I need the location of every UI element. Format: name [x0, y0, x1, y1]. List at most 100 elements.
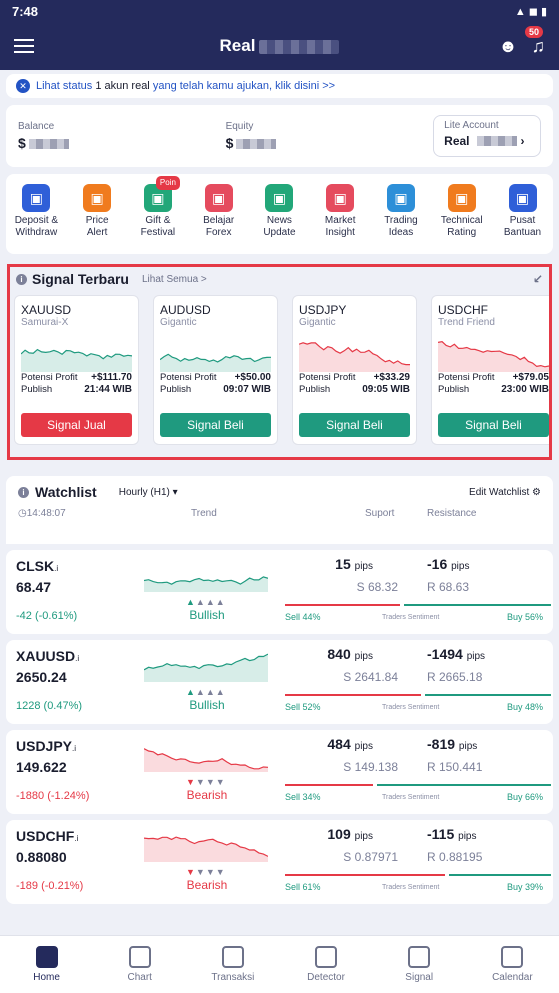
sparkline-chart	[438, 341, 549, 372]
menu-item-5[interactable]: ▣ Market Insight	[312, 184, 368, 239]
signal-strategy: Trend Friend	[438, 317, 495, 328]
resistance-pips: -1494 pips	[427, 646, 486, 662]
menu-item-1[interactable]: ▣ Price Alert	[69, 184, 125, 239]
support-value: S 149.138	[343, 760, 398, 774]
buy-sentiment: Buy 39%	[506, 882, 543, 892]
sentiment-label: Traders Sentiment	[382, 704, 440, 711]
watch-symbol: XAUUSD.i	[16, 648, 80, 664]
signal-card[interactable]: USDCHF Trend Friend Potensi Profit +$79.0…	[431, 295, 549, 445]
watchlist-row[interactable]: XAUUSD.i 2650.24 1228 (0.47%) ▲▲▲▲ Bulli…	[6, 640, 553, 724]
info-icon[interactable]: i	[18, 486, 29, 498]
watch-symbol: USDCHF.i	[16, 828, 79, 844]
collapse-icon[interactable]: ↙	[532, 272, 543, 286]
menu-item-2[interactable]: ▣ Poin Gift & Festival	[130, 176, 186, 239]
menu-item-7[interactable]: ▣ Technical Rating	[434, 184, 490, 239]
alert-icon: ▣	[83, 184, 112, 212]
menu-item-0[interactable]: ▣ Deposit & Withdraw	[8, 184, 64, 239]
edit-watchlist-button[interactable]: Edit Watchlist ⚙	[469, 486, 541, 498]
profile-icon[interactable]: ☻	[498, 35, 518, 56]
watch-change: -42 (-0.61%)	[16, 610, 78, 622]
support-value: S 0.87971	[343, 850, 398, 864]
menu-item-6[interactable]: ▣ Trading Ideas	[373, 184, 429, 239]
nav-calendar[interactable]: Calendar	[477, 936, 547, 993]
support-pips: 15 pips	[335, 556, 373, 572]
signal-card[interactable]: AUDUSD Gigantic Potensi Profit +$50.00 Pu…	[153, 295, 278, 445]
bottom-nav: Home Chart Transaksi Detector Signal Calendar	[0, 935, 559, 993]
resistance-value: R 0.88195	[427, 850, 483, 864]
col-resistance: Resistance	[427, 508, 477, 519]
resistance-pips: -819 pips	[427, 736, 478, 752]
menu-icon[interactable]	[14, 39, 34, 53]
balance-value: $	[18, 135, 226, 151]
watch-change: -1880 (-1.24%)	[16, 790, 90, 802]
equity-label: Equity	[225, 121, 254, 132]
resistance-value: R 68.63	[427, 580, 470, 594]
quick-menu: ▣ Deposit & Withdraw ▣ Price Alert ▣ Poin Gift &…	[6, 174, 553, 254]
sentiment-label: Traders Sentiment	[382, 794, 440, 801]
watchlist-title: Watchlist	[35, 484, 97, 500]
watchlist-row[interactable]: USDCHF.i 0.88080 -189 (-0.21%) ▼▼▼▼ Bear…	[6, 820, 553, 904]
resistance-pips: -115 pips	[427, 826, 477, 842]
trend-label: Bullish	[189, 698, 225, 712]
watchlist-row[interactable]: USDJPY.i 149.622 -1880 (-1.24%) ▼▼▼▼ Bea…	[6, 730, 553, 814]
sparkline-chart	[143, 653, 269, 682]
signal-buy-button[interactable]: Signal Beli	[299, 413, 410, 437]
menu-item-4[interactable]: ▣ News Update	[251, 184, 307, 239]
signal-publish: 09:05 WIB	[362, 384, 410, 395]
watch-price: 2650.24	[16, 669, 67, 685]
status-notice[interactable]: ✕ Lihat status 1 akun real yang telah ka…	[6, 74, 553, 98]
calendar-icon	[501, 946, 524, 968]
balance-label: Balance	[18, 121, 55, 132]
nav-detector[interactable]: Detector	[291, 936, 361, 993]
equity-value: $	[226, 135, 434, 151]
trend-strength-icon: ▼▼▼▼	[186, 867, 226, 877]
sentiment-label: Traders Sentiment	[382, 614, 440, 621]
signal-buy-button[interactable]: Signal Beli	[438, 413, 549, 437]
nav-chart[interactable]: Chart	[105, 936, 175, 993]
signal-card[interactable]: XAUUSD Samurai-X Potensi Profit +$111.70 …	[14, 295, 139, 445]
chart-icon: ▣	[326, 184, 355, 212]
timeframe-select[interactable]: Hourly (H1) ▾	[118, 486, 178, 498]
watch-price: 68.47	[16, 579, 52, 595]
watch-symbol: CLSK.i	[16, 558, 59, 574]
home-icon	[35, 946, 58, 968]
support-pips: 840 pips	[327, 646, 373, 662]
signal-strategy: Gigantic	[299, 317, 336, 328]
account-switcher[interactable]: Lite Account Real ›	[433, 115, 541, 157]
signal-card[interactable]: USDJPY Gigantic Potensi Profit +$33.29 Pu…	[292, 295, 417, 445]
info-icon[interactable]: i	[16, 273, 27, 285]
col-support: Suport	[365, 508, 395, 519]
bell-icon[interactable]: ♫ 50	[524, 25, 545, 57]
learn-icon: ▣	[204, 184, 233, 212]
trend-label: Bearish	[186, 788, 228, 802]
col-trend: Trend	[191, 508, 217, 519]
app-header: Real ☻ ♫ 50	[0, 22, 559, 70]
nav-transaksi[interactable]: Transaksi	[198, 936, 268, 993]
buy-sentiment: Buy 56%	[506, 612, 543, 622]
menu-item-3[interactable]: ▣ Belajar Forex	[191, 184, 247, 239]
watchlist-row[interactable]: CLSK.i 68.47 -42 (-0.61%) ▲▲▲▲ Bullish 1…	[6, 550, 553, 634]
sparkline-chart	[143, 576, 269, 592]
signal-publish: 09:07 WIB	[223, 384, 271, 395]
watchlist-header: i Watchlist Hourly (H1) ▾ Edit Watchlist…	[6, 476, 553, 544]
close-icon[interactable]: ✕	[16, 79, 30, 93]
sell-sentiment: Sell 52%	[285, 702, 321, 712]
buy-sentiment-bar	[425, 694, 551, 696]
menu-item-8[interactable]: ▣ Pusat Bantuan	[495, 184, 551, 239]
sparkline-chart	[143, 748, 269, 772]
buy-sentiment-bar	[404, 604, 551, 606]
signal-strategy: Samurai-X	[21, 317, 69, 328]
support-value: S 2641.84	[343, 670, 398, 684]
signal-sell-button[interactable]: Signal Jual	[21, 413, 132, 437]
support-pips: 484 pips	[327, 736, 373, 752]
see-all-link[interactable]: Lihat Semua >	[141, 273, 207, 285]
signal-publish: 23:00 WIB	[501, 384, 549, 395]
signal-section: i Signal Terbaru Lihat Semua > ↙ XAUUSD …	[7, 264, 552, 460]
signal-buy-button[interactable]: Signal Beli	[160, 413, 271, 437]
support-pips: 109 pips	[327, 826, 373, 842]
nav-signal[interactable]: Signal	[384, 936, 454, 993]
nav-home[interactable]: Home	[12, 936, 82, 993]
signal-profit: +$33.29	[373, 372, 410, 383]
sell-sentiment-bar	[285, 874, 446, 876]
sparkline-chart	[160, 353, 271, 372]
